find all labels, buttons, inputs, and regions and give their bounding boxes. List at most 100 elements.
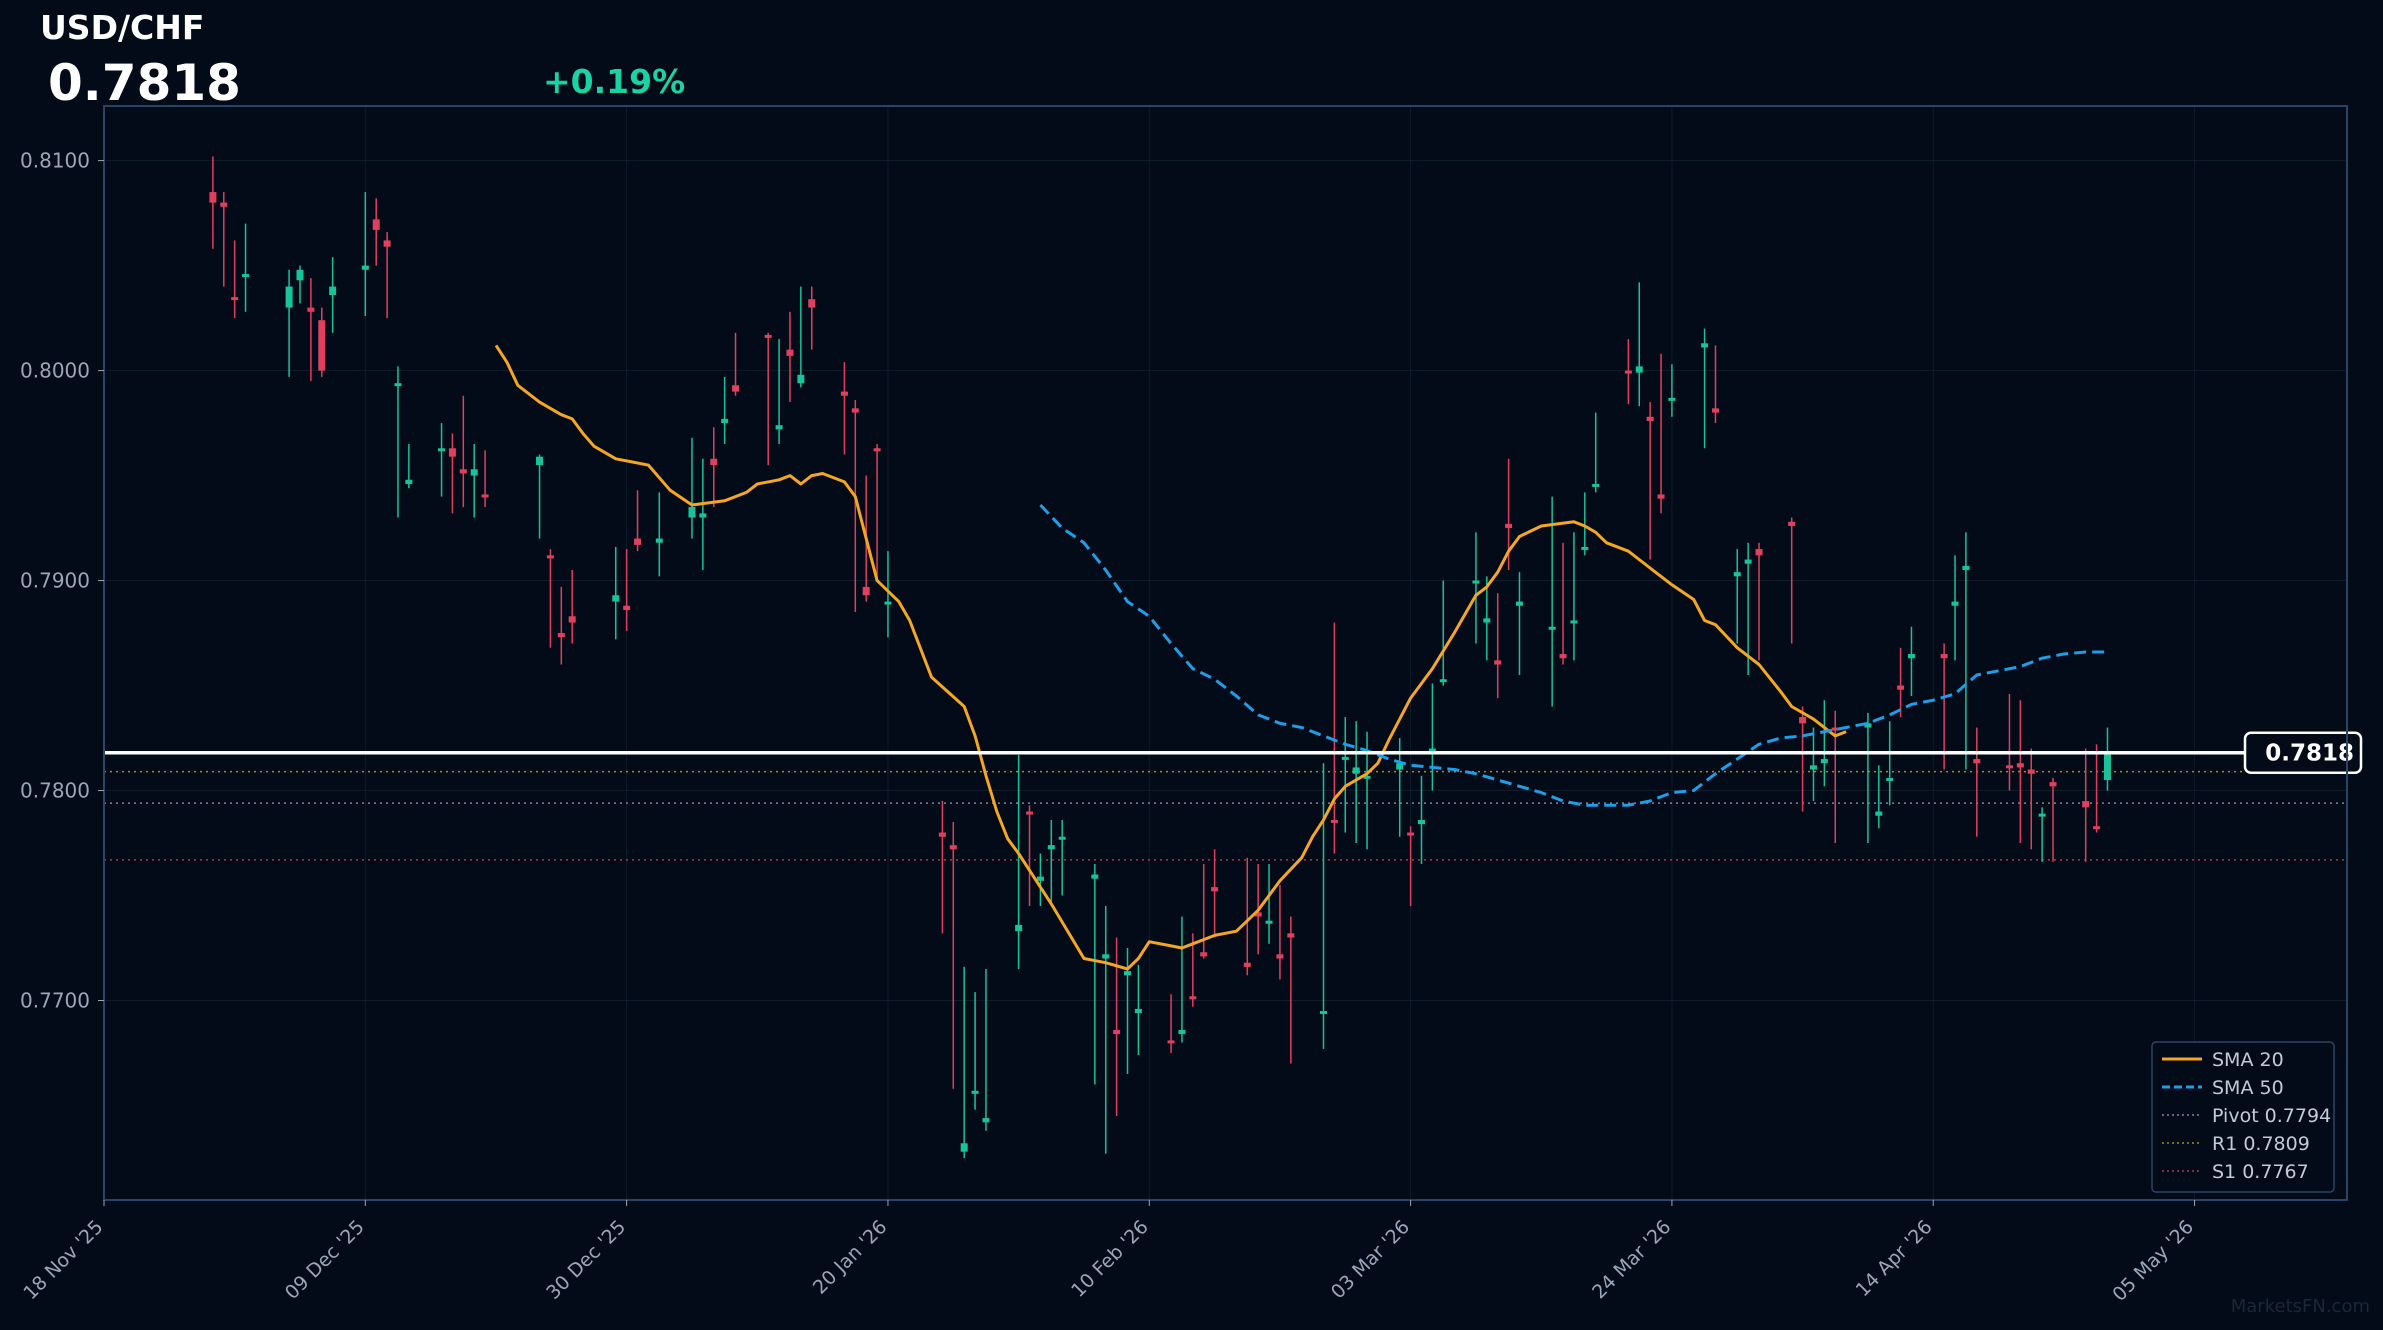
candle-body [840,391,848,396]
candle-bull [296,265,304,304]
candle-body [1657,494,1665,499]
price-change: +0.19% [543,62,686,101]
candle-bull [1102,906,1110,1154]
candle-body [2082,801,2090,808]
candle-bull [438,423,446,497]
candle-bull [1439,580,1447,686]
candle-body [2005,765,2013,769]
ytick-label: 0.8100 [20,149,90,173]
candle-bull [1570,532,1578,661]
last-price-marker: 0.7818 [104,731,2363,774]
candle-bull [1036,853,1044,907]
candle-body [1047,845,1055,850]
candle-bull [1265,864,1273,944]
legend-box [2151,1041,2335,1193]
candle-body [557,633,565,638]
candle-bear [1799,706,1807,812]
candle-bear [623,549,631,631]
candle-bear [808,286,816,350]
candle-bear [1494,593,1502,699]
candle-bear [1897,647,1905,718]
candle-body [1624,370,1632,374]
candle-body [1733,572,1741,577]
candle-bull [721,376,729,445]
candle-bear [481,450,489,508]
candle-bear [732,332,740,396]
candle-bear [1243,857,1251,976]
candle-body [1287,933,1295,938]
candle-body [808,299,816,308]
candle-bull [2103,727,2111,791]
ytick-label: 0.7800 [20,779,90,803]
candle-body [307,307,315,312]
candle-bear [840,362,848,455]
candle-body [536,456,544,466]
candles [209,156,2111,1159]
candle-body [1319,1011,1327,1015]
candle-bear [938,801,946,934]
candle-bull [394,366,402,518]
ytick-label: 0.8000 [20,359,90,383]
candle-bull [1581,492,1589,556]
candle-body [448,448,456,457]
candle-bear [710,427,718,508]
xtick-label: 14 Apr '26 [1852,1216,1937,1301]
xtick-label: 03 Mar '26 [1327,1216,1414,1303]
candle-body [2016,763,2024,768]
candle-body [1755,549,1763,556]
candle-body [971,1090,979,1094]
candle-body [1897,685,1905,690]
candle-body [394,383,402,387]
candle-bear [1831,710,1839,844]
candle-bear [1167,994,1175,1054]
candle-bear [318,307,326,377]
sma20-line [494,344,1847,971]
candle-body [1428,748,1436,753]
xtick-label: 30 Dec '25 [542,1216,630,1304]
candle-bear [209,156,217,249]
candle-bear [949,822,957,1089]
xtick-label: 09 Dec '25 [281,1216,369,1304]
candle-body [1015,924,1023,932]
candle-body [623,605,631,610]
candle-bull [405,444,413,489]
candle-body [982,1118,990,1123]
candle-bull [285,269,293,377]
candle-bear [383,231,391,319]
candle-body [1200,952,1208,957]
candle-bear [764,332,772,466]
plot-frame [103,105,2348,1201]
candle-body [470,469,478,476]
candle-bear [448,433,456,514]
candle-body [1363,775,1371,779]
candle-body [1341,756,1349,760]
candle-bull [1962,532,1970,770]
candle-body [655,538,663,543]
candle-bull [971,992,979,1110]
candle-bull [329,257,337,333]
candle-body [1886,777,1894,781]
candle-bear [2093,744,2101,833]
ytick-label: 0.7700 [20,989,90,1013]
candle-body [383,240,391,247]
candle-body [1330,819,1338,823]
candle-body [1809,765,1817,770]
candle-body [1570,620,1578,624]
candle-body [612,595,620,602]
candle-bull [1907,626,1915,697]
candle-bull [775,339,783,445]
candle-body [1134,1008,1142,1014]
candle-bull [1352,721,1360,844]
candle-bull [1635,282,1643,407]
candle-bull [1472,532,1480,644]
candle-body [1907,654,1915,659]
candle-body [721,418,729,424]
candle-body [1592,483,1600,487]
candle-bear [1407,826,1415,907]
candle-bear [372,198,380,266]
candle-body [438,448,446,452]
candle-body [938,832,946,837]
candle-body [231,297,239,301]
legend-label-r1: R1 0.7809 [2212,1133,2310,1155]
